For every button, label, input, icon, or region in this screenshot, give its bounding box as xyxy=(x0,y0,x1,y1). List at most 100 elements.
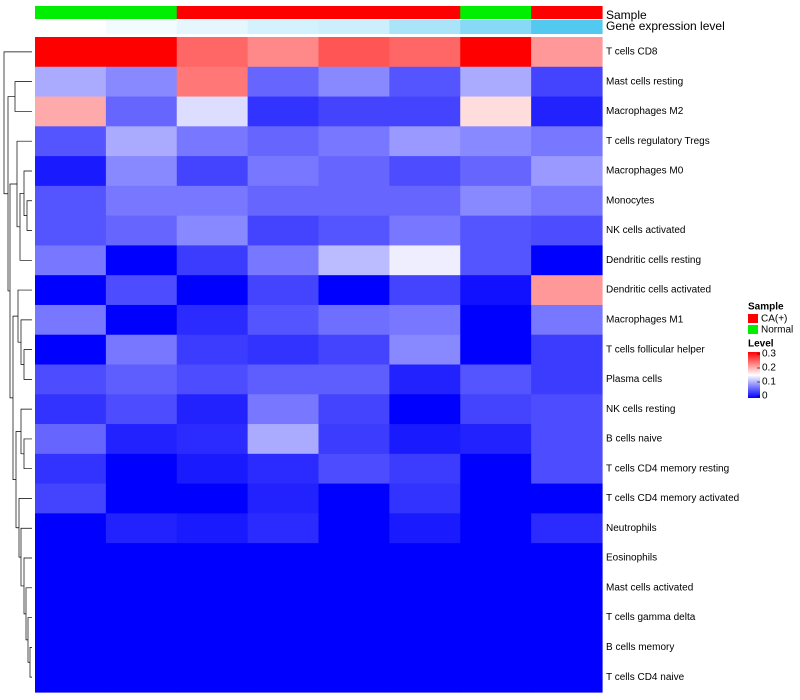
gene-expression-annotation-cell xyxy=(247,20,320,34)
heatmap-cell xyxy=(105,275,178,306)
heatmap-cell xyxy=(531,334,603,366)
heatmap-cell xyxy=(318,96,390,127)
heatmap-cell xyxy=(318,66,390,98)
heatmap-cell xyxy=(247,245,320,276)
dendrogram-branch xyxy=(19,192,32,261)
heatmap-cell xyxy=(389,275,461,306)
row-label: T cells CD4 naive xyxy=(606,672,685,683)
heatmap-cell xyxy=(318,572,390,604)
heatmap-cell xyxy=(247,304,320,336)
heatmap-cell xyxy=(176,572,249,604)
heatmap-cell xyxy=(460,453,532,485)
heatmap-cell xyxy=(105,513,178,544)
heatmap-cell xyxy=(460,245,532,276)
heatmap-cell xyxy=(176,304,249,336)
heatmap-cell xyxy=(531,394,603,425)
heatmap-cell xyxy=(105,602,178,634)
heatmap-cell xyxy=(247,334,320,366)
heatmap-cell xyxy=(531,572,603,604)
heatmap-cell xyxy=(35,572,107,604)
sample-annotation-cell xyxy=(531,6,603,19)
heatmap-cell xyxy=(460,513,532,544)
heatmap-cell xyxy=(318,334,390,366)
heatmap-cell xyxy=(460,662,532,693)
dendrogram-branch xyxy=(20,319,32,365)
heatmap-cell xyxy=(460,483,532,514)
heatmap-cell xyxy=(460,572,532,604)
heatmap-cell xyxy=(531,483,603,514)
heatmap-cell xyxy=(105,66,178,98)
heatmap-cell xyxy=(105,185,178,217)
heatmap-cell xyxy=(460,632,532,663)
legend-sample-swatch xyxy=(748,325,758,334)
heatmap-cell xyxy=(389,364,461,395)
gene-expression-annotation-cell xyxy=(35,20,107,34)
heatmap-cell xyxy=(247,662,320,693)
heatmap-cell xyxy=(35,424,107,455)
heatmap-cell xyxy=(247,37,320,68)
heatmap-cell xyxy=(389,156,461,187)
heatmap-cell xyxy=(176,275,249,306)
heatmap-cell xyxy=(389,483,461,514)
heatmap-cell xyxy=(105,126,178,157)
heatmap-cell xyxy=(105,662,178,693)
heatmap-cell xyxy=(460,126,532,157)
legend-level-tick-label: 0.1 xyxy=(762,377,776,388)
heatmap-cell xyxy=(460,37,532,68)
heatmap-cell xyxy=(176,453,249,485)
heatmap-cell xyxy=(531,156,603,187)
heatmap-cell xyxy=(247,394,320,425)
dendrogram-branch xyxy=(23,557,32,615)
heatmap-cell xyxy=(176,334,249,366)
row-label: Neutrophils xyxy=(606,523,657,534)
heatmap-cell xyxy=(460,275,532,306)
row-label: Mast cells resting xyxy=(606,76,683,87)
dendrogram-branch xyxy=(20,408,32,455)
heatmap-cell xyxy=(176,245,249,276)
heatmap-cell xyxy=(176,602,249,634)
heatmap-cell xyxy=(35,662,107,693)
dendrogram-branch xyxy=(3,51,32,195)
heatmap-cell xyxy=(531,364,603,395)
heatmap-cell xyxy=(35,66,107,98)
heatmap-cell xyxy=(531,37,603,68)
dendrogram-branch xyxy=(29,646,32,678)
sample-annotation-cell xyxy=(105,6,178,19)
heatmap-cell xyxy=(176,126,249,157)
heatmap-cell xyxy=(318,275,390,306)
heatmap-cell xyxy=(318,483,390,514)
heatmap-cell xyxy=(105,543,178,574)
heatmap-cell xyxy=(389,513,461,544)
heatmap-cell xyxy=(531,453,603,485)
sample-annotation-cell xyxy=(460,6,532,19)
row-dendrogram xyxy=(3,51,32,678)
heatmap-cell xyxy=(531,96,603,127)
heatmap-cell xyxy=(389,215,461,247)
heatmap-cell xyxy=(531,66,603,98)
heatmap-cell xyxy=(105,394,178,425)
heatmap-cells xyxy=(35,37,603,693)
sample-annotation-cell xyxy=(247,6,320,19)
heatmap-cell xyxy=(247,424,320,455)
heatmap-cell xyxy=(318,513,390,544)
heatmap-cell xyxy=(105,245,178,276)
heatmap-cell xyxy=(247,602,320,634)
row-label: T cells follicular helper xyxy=(606,344,705,355)
legend-level-ticks: 0.3 0.2 0.1 0 xyxy=(757,349,776,402)
heatmap-cell xyxy=(531,662,603,693)
heatmap-cell xyxy=(318,602,390,634)
heatmap-cell xyxy=(318,245,390,276)
heatmap-cell xyxy=(318,364,390,395)
heatmap-cell xyxy=(460,334,532,366)
heatmap-cell xyxy=(247,572,320,604)
sample-annotation-cell xyxy=(318,6,390,19)
row-label: Mast cells activated xyxy=(606,582,693,593)
heatmap-cell xyxy=(389,37,461,68)
sample-annotation-cell xyxy=(176,6,249,19)
dendrogram-branch xyxy=(20,527,32,587)
heatmap-cell xyxy=(318,37,390,68)
heatmap-cell xyxy=(247,185,320,217)
heatmap-cell xyxy=(318,662,390,693)
legend-level-title: Level xyxy=(748,339,774,350)
